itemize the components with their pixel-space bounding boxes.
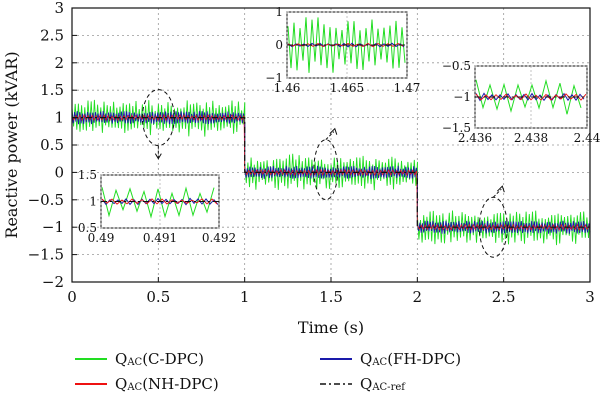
legend-label-main: Q <box>115 375 128 393</box>
legend-label-sub: AC <box>127 381 143 393</box>
inset-x-tick-label: 2.436 <box>458 131 492 145</box>
y-tick-label: 2.5 <box>40 26 64 44</box>
inset-x-tick-label: 1.47 <box>394 81 421 95</box>
inset-x-tick-label: 1.465 <box>330 81 364 95</box>
inset-y-tick-label: 1 <box>275 5 283 19</box>
legend-item-nhdpc: Q AC (NH-DPC) <box>75 375 219 393</box>
y-tick-label: 3 <box>54 0 64 17</box>
legend-label-suffix: (C-DPC) <box>142 350 205 368</box>
legend-label-sub: AC <box>372 356 388 368</box>
x-tick-label: 0.5 <box>146 288 170 306</box>
inset-y-tick-label: −0.5 <box>442 59 471 73</box>
y-tick-label: 0.5 <box>40 136 64 154</box>
zoom-arrow <box>492 188 502 198</box>
y-tick-label: 1 <box>54 109 64 127</box>
series-line-nhdpc <box>71 113 590 231</box>
x-tick-label: 2.5 <box>492 288 516 306</box>
y-tick-label: 1.5 <box>40 81 64 99</box>
inset-x-tick-label: 2.44 <box>574 131 600 145</box>
inset-line-nhdpc <box>475 93 587 101</box>
legend-label-main: Q <box>360 375 373 393</box>
zoom-arrow-head <box>496 185 505 193</box>
y-tick-label: −0.5 <box>28 191 64 209</box>
y-tick-label: 2 <box>54 54 64 72</box>
x-tick-label: 1 <box>240 288 250 306</box>
inset-line-cdpc <box>101 186 215 219</box>
zoom-arrow-head <box>329 127 338 135</box>
inset-x-tick-label: 0.492 <box>202 231 236 245</box>
x-tick-label: 2 <box>413 288 423 306</box>
legend-swatch-fhdpc <box>320 358 352 360</box>
y-tick-label: −2 <box>42 273 64 291</box>
inset-y-tick-label: 0 <box>275 38 283 52</box>
zoom-ellipse <box>313 139 339 201</box>
inset-y-tick-label: −1 <box>265 71 283 85</box>
inset-x-tick-label: 0.49 <box>88 231 115 245</box>
x-tick-label: 3 <box>585 288 595 306</box>
inset-x-tick-label: 0.491 <box>143 231 177 245</box>
legend-item-ref: Q AC-ref <box>320 375 405 393</box>
inset-y-tick-label: 1.5 <box>78 168 97 182</box>
legend-item-cdpc: Q AC (C-DPC) <box>75 350 204 368</box>
inset-x-tick-label: 2.438 <box>514 131 548 145</box>
x-tick-label: 0 <box>67 288 77 306</box>
reactive-power-chart: 0 0.5 1 1.5 2 2.5 3 −2 −1.5 −1 −0.5 0 0.5 1 1.5 2 2.5 3 Ti… <box>2 0 600 337</box>
inset-x-tick-label: 1.46 <box>274 81 301 95</box>
legend-label-suffix: (NH-DPC) <box>142 375 219 393</box>
legend-swatch-nhdpc <box>75 383 107 385</box>
y-tick-label: −1 <box>42 218 64 236</box>
y-axis-label: Reactive power (kVAR) <box>2 51 21 238</box>
inset-y-tick-label: −1.5 <box>442 121 471 135</box>
legend-label-suffix: (FH-DPC) <box>387 350 462 368</box>
reference-line <box>72 117 590 228</box>
inset-y-tick-label: 0.5 <box>78 221 97 235</box>
zoom-arrow-head <box>154 153 162 160</box>
x-tick-label: 1.5 <box>319 288 343 306</box>
x-axis-label: Time (s) <box>298 318 364 337</box>
legend-label-main: Q <box>360 350 373 368</box>
legend-label-sub: AC <box>127 356 143 368</box>
legend-label-sub: AC-ref <box>372 381 405 393</box>
legend-item-fhdpc: Q AC (FH-DPC) <box>320 350 461 368</box>
legend-label-main: Q <box>115 350 128 368</box>
y-tick-label: −1.5 <box>28 246 64 264</box>
inset-y-tick-label: 1 <box>89 195 97 209</box>
legend-swatch-cdpc <box>75 358 107 360</box>
zoom-arrow <box>325 131 335 141</box>
inset-y-tick-label: −1 <box>453 90 471 104</box>
y-tick-label: 0 <box>54 163 64 181</box>
legend-swatch-ref <box>320 383 352 385</box>
